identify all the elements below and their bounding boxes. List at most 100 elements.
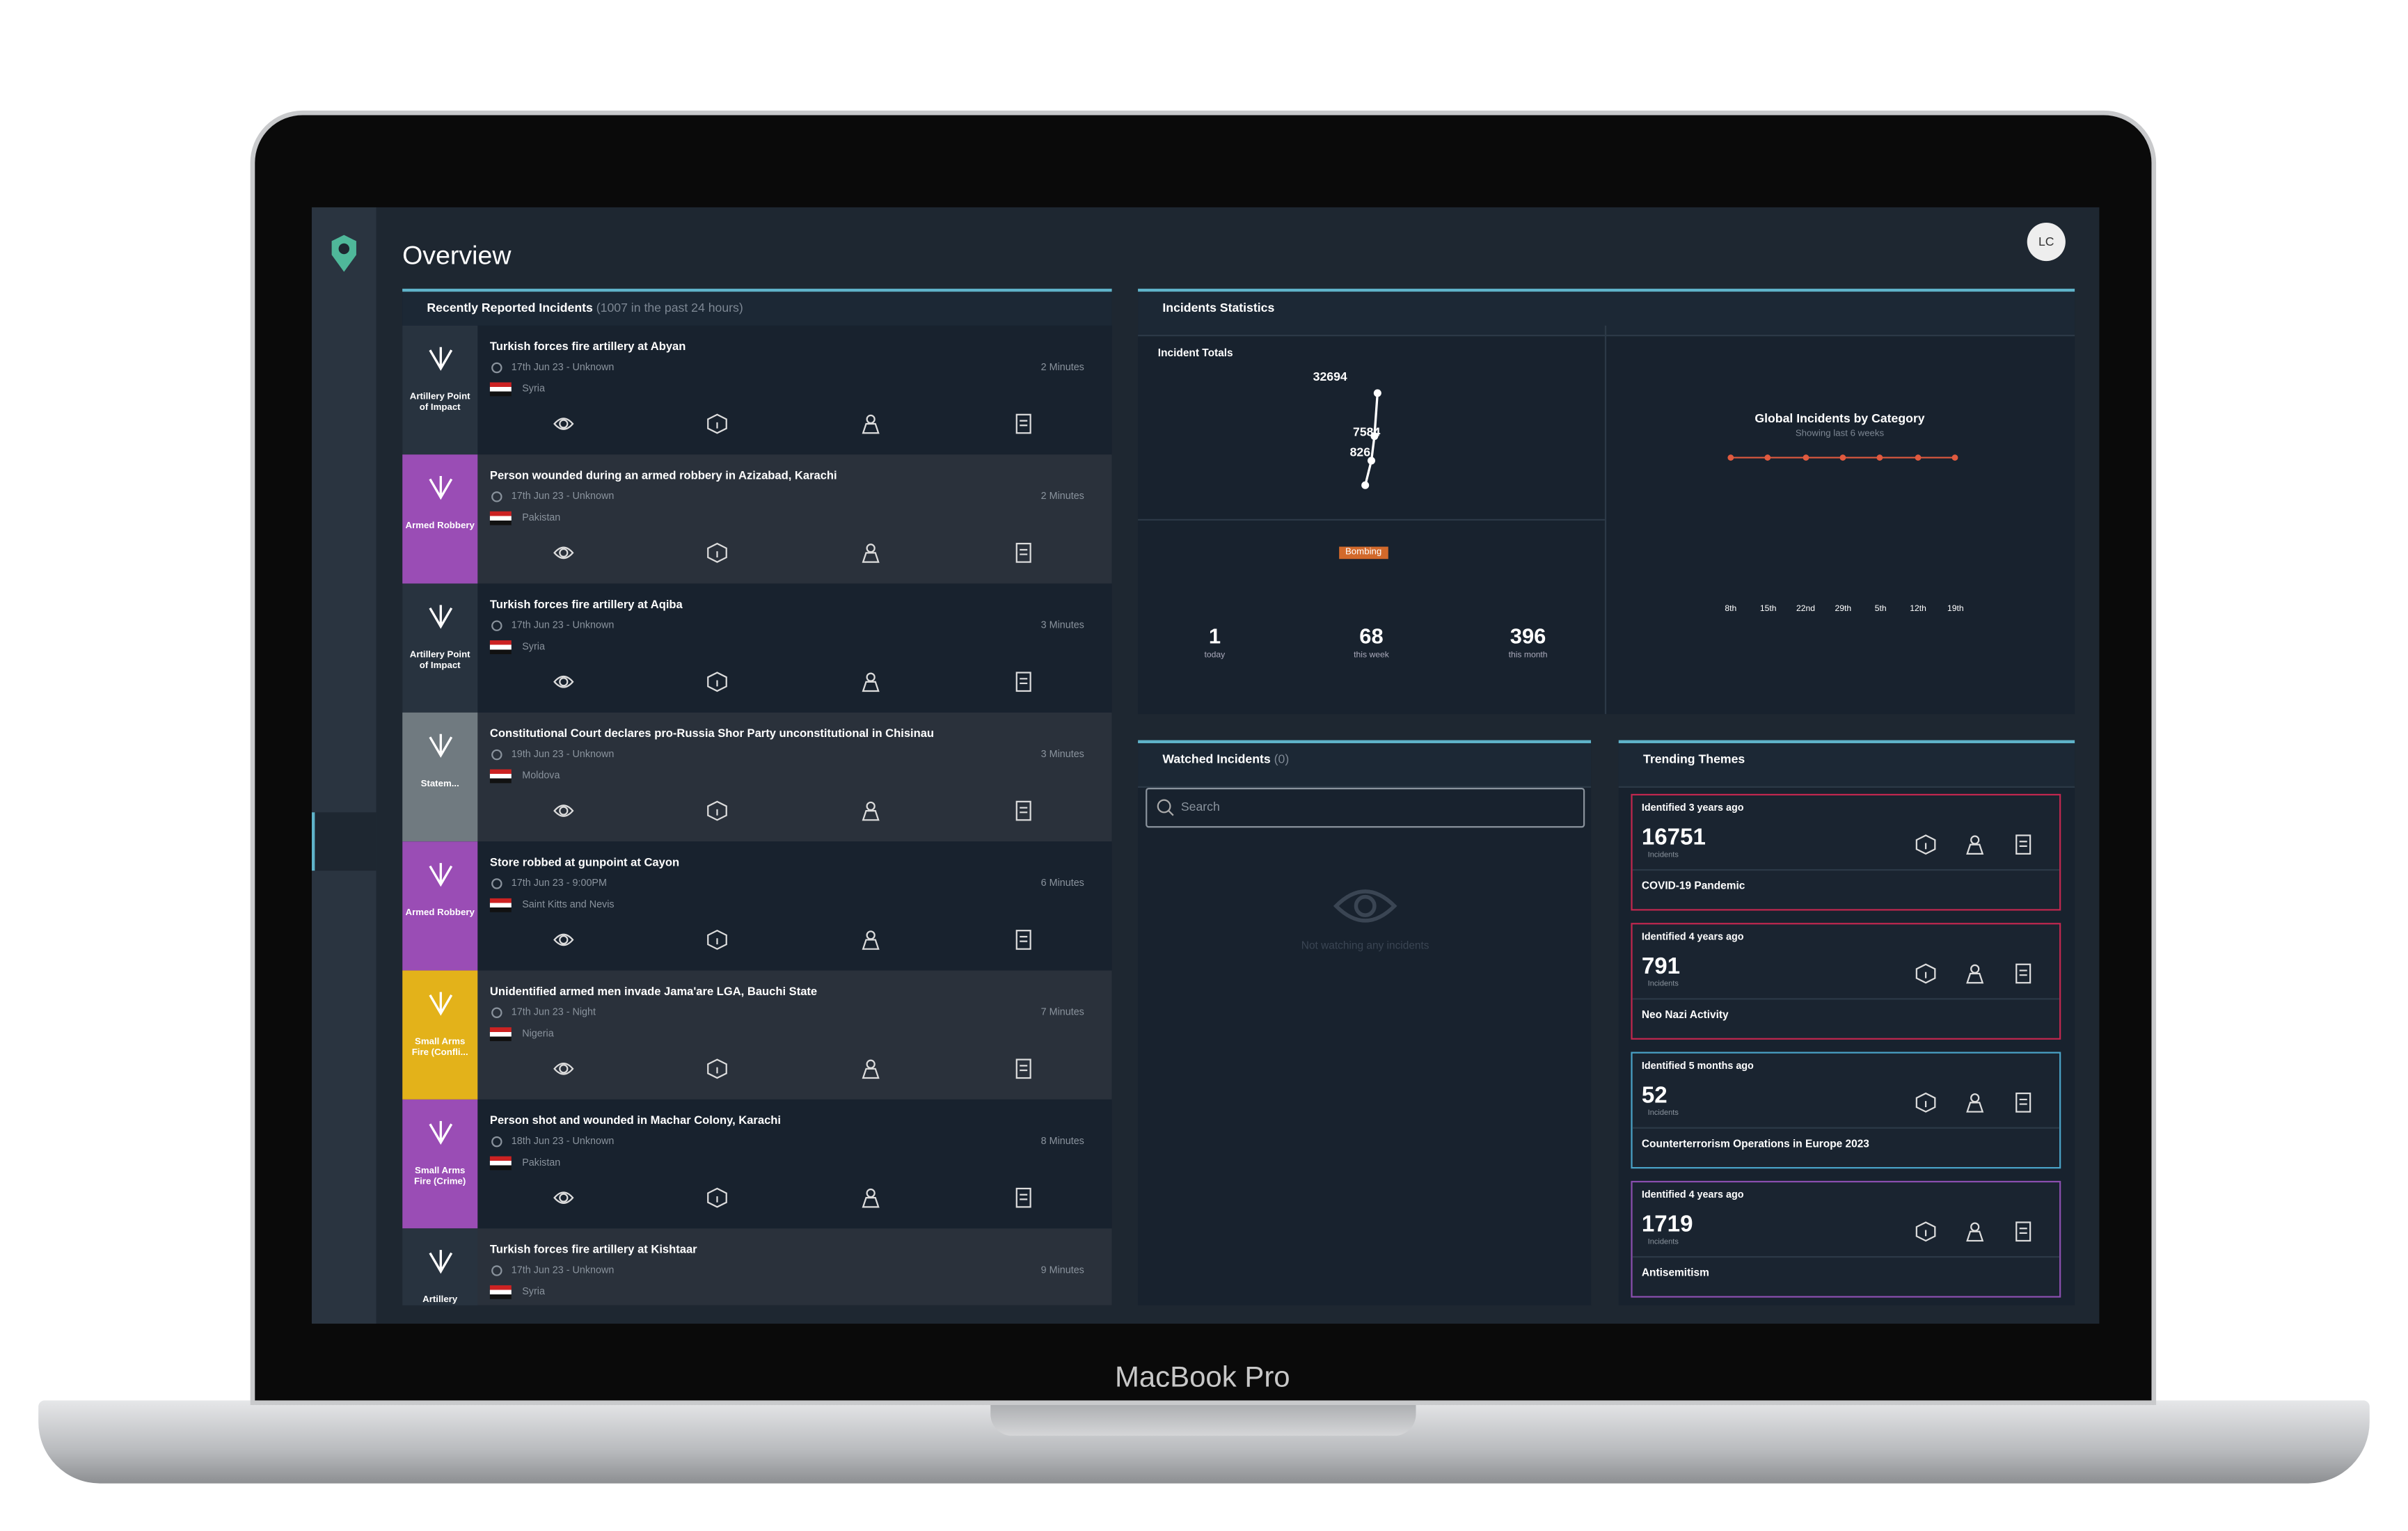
- incident-row[interactable]: Small Arms Fire (Crime) Person shot and w…: [402, 1099, 1112, 1229]
- action-button[interactable]: [1013, 1187, 1035, 1209]
- theme-unit: Incidents: [1647, 979, 1679, 990]
- incident-age: 7 Minutes: [1040, 1007, 1084, 1018]
- time-icon: [491, 1265, 502, 1276]
- action-button[interactable]: [1915, 834, 1937, 855]
- chart-label: 32694: [1313, 370, 1347, 384]
- incident-row[interactable]: Armed Robbery Person wounded during an ar…: [402, 454, 1112, 584]
- incident-date: 19th Jun 23 - Unknown: [511, 749, 615, 761]
- incident-row[interactable]: Artillery Turkish forces fire artillery a…: [402, 1228, 1112, 1306]
- x-tick-label: 19th: [1947, 605, 1964, 614]
- theme-unit: Incidents: [1647, 1237, 1679, 1247]
- action-button[interactable]: [860, 671, 882, 692]
- action-button[interactable]: [553, 671, 574, 692]
- action-button[interactable]: [1013, 929, 1035, 951]
- action-button[interactable]: [706, 929, 728, 951]
- action-button[interactable]: [860, 1187, 882, 1209]
- incident-flag: [489, 1027, 512, 1042]
- incident-age: 9 Minutes: [1040, 1265, 1084, 1276]
- incident-row[interactable]: Statem... Constitutional Court declares p…: [402, 712, 1112, 842]
- action-button[interactable]: [2013, 963, 2035, 985]
- avatar[interactable]: LC: [2027, 222, 2066, 262]
- incident-date: 17th Jun 23 - Night: [511, 1007, 596, 1018]
- incident-flag: [489, 898, 512, 912]
- action-button[interactable]: [1013, 1058, 1035, 1079]
- theme-card[interactable]: Identified 4 years ago 791 Incidents Neo Na…: [1631, 923, 2061, 1040]
- action-button[interactable]: [1013, 413, 1035, 435]
- action-button[interactable]: [1964, 1092, 1986, 1113]
- incident-flag: [489, 769, 512, 784]
- theme-card[interactable]: Identified 3 years ago 16751 Incidents COVI…: [1631, 793, 2061, 911]
- action-button[interactable]: [553, 1058, 574, 1079]
- action-button[interactable]: [1013, 800, 1035, 822]
- incident-title: Person wounded during an armed robbery i…: [489, 468, 837, 482]
- category-label: Artillery Point of Impact: [409, 392, 470, 413]
- action-button[interactable]: [706, 1058, 728, 1079]
- category-badge[interactable]: Bombing: [1339, 546, 1388, 560]
- action-button[interactable]: [706, 542, 728, 564]
- action-button[interactable]: [1013, 671, 1035, 692]
- incident-row[interactable]: Armed Robbery Store robbed at gunpoint at…: [402, 841, 1112, 971]
- incident-country: Saint Kitts and Nevis: [522, 900, 615, 911]
- action-button[interactable]: [1964, 834, 1986, 855]
- action-button[interactable]: [2013, 834, 2035, 855]
- action-button[interactable]: [1964, 963, 1986, 985]
- action-button[interactable]: [1915, 1221, 1937, 1242]
- search-input[interactable]: Search: [1146, 787, 1585, 828]
- action-button[interactable]: [860, 929, 882, 951]
- incident-row[interactable]: Artillery Point of Impact Turkish forces …: [402, 583, 1112, 713]
- card-divider: [1632, 1127, 2060, 1129]
- action-button[interactable]: [1013, 542, 1035, 564]
- app-screen: Overview LC Recently Reported Incidents …: [311, 207, 2100, 1324]
- empty-icon: [1333, 889, 1397, 923]
- action-button[interactable]: [1915, 963, 1937, 985]
- action-button[interactable]: [860, 800, 882, 822]
- theme-name: Counterterrorism Operations in Europe 20…: [1641, 1139, 1869, 1150]
- x-tick-label: 22nd: [1796, 605, 1816, 614]
- action-button[interactable]: [553, 1187, 574, 1209]
- incident-title: Turkish forces fire artillery at Abyan: [489, 339, 686, 354]
- action-button[interactable]: [553, 413, 574, 435]
- time-icon: [491, 491, 502, 502]
- theme-card[interactable]: Identified 4 years ago 1719 Incidents Antis…: [1631, 1180, 2061, 1298]
- action-button[interactable]: [706, 800, 728, 822]
- statistics-panel: Incidents Statistics Incident Totals 326…: [1138, 288, 2075, 715]
- incident-row[interactable]: Small Arms Fire (Confli... Unidentified a…: [402, 970, 1112, 1100]
- sidebar: [311, 207, 377, 1324]
- panel-header: Incidents Statistics: [1138, 292, 2075, 337]
- total-value: 1: [1208, 623, 1221, 649]
- action-button[interactable]: [553, 542, 574, 564]
- theme-card[interactable]: Identified 5 months ago 52 Incidents Counte…: [1631, 1052, 2061, 1169]
- action-button[interactable]: [1915, 1092, 1937, 1113]
- action-button[interactable]: [860, 542, 882, 564]
- incident-row[interactable]: Artillery Point of Impact Turkish forces …: [402, 325, 1112, 455]
- panel-title: Recently Reported Incidents: [427, 301, 593, 315]
- action-button[interactable]: [2013, 1221, 2035, 1242]
- action-button[interactable]: [706, 413, 728, 435]
- action-button[interactable]: [706, 1187, 728, 1209]
- x-tick-label: 5th: [1874, 605, 1887, 614]
- action-button[interactable]: [860, 1058, 882, 1079]
- incident-date: 17th Jun 23 - Unknown: [511, 491, 615, 502]
- incident-age: 6 Minutes: [1040, 878, 1084, 889]
- incident-title: Turkish forces fire artillery at Aqiba: [489, 597, 683, 612]
- action-button[interactable]: [706, 671, 728, 692]
- action-button[interactable]: [860, 413, 882, 435]
- theme-name: Antisemitism: [1641, 1268, 1709, 1280]
- incident-date: 17th Jun 23 - 9:00PM: [511, 878, 607, 889]
- time-icon: [491, 749, 502, 761]
- incident-country: Syria: [522, 642, 545, 653]
- category-tile: Artillery: [402, 1228, 478, 1306]
- nav-active[interactable]: [311, 812, 377, 871]
- action-button[interactable]: [2013, 1092, 2035, 1113]
- theme-identified: Identified 3 years ago: [1641, 803, 1744, 814]
- chart-label: 826: [1349, 445, 1371, 459]
- card-divider: [1632, 868, 2060, 871]
- incident-age: 2 Minutes: [1040, 362, 1084, 374]
- action-button[interactable]: [1964, 1221, 1986, 1242]
- action-button[interactable]: [553, 929, 574, 951]
- incident-country: Nigeria: [522, 1029, 554, 1040]
- action-button[interactable]: [553, 800, 574, 822]
- category-tile: Small Arms Fire (Confli...: [402, 970, 478, 1100]
- total-label: today: [1204, 651, 1226, 660]
- incident-age: 2 Minutes: [1040, 491, 1084, 502]
